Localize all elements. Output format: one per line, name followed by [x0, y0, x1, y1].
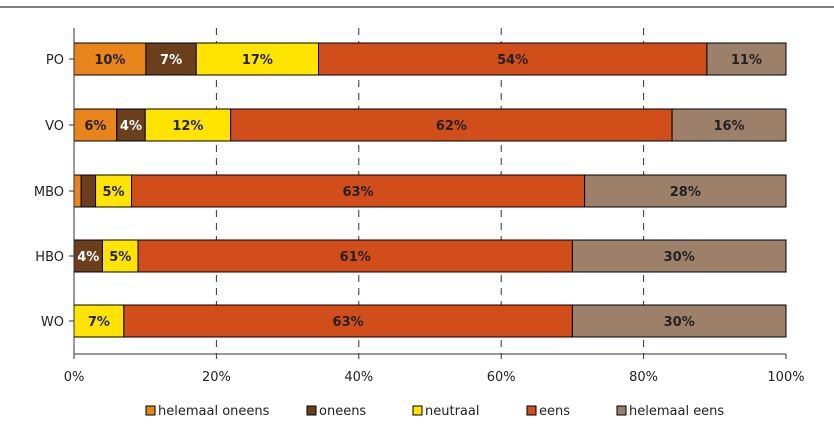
bar-segment-mbo-helemaal-oneens	[73, 174, 82, 208]
bar-segment-po-neutraal	[195, 42, 320, 76]
bar-segment-wo-eens	[123, 304, 573, 338]
data-label: 7%	[160, 53, 182, 68]
data-label: 11%	[731, 53, 762, 68]
bar-segment-po-helemaal-oneens	[73, 42, 147, 76]
category-label-hbo: HBO	[35, 250, 64, 265]
data-label: 30%	[664, 315, 695, 330]
data-label: 5%	[103, 185, 125, 200]
x-tick-label: 20%	[202, 370, 231, 385]
category-label-po: PO	[46, 53, 64, 68]
x-tick-label: 100%	[767, 370, 804, 385]
bar-segment-po-helemaal-eens	[706, 42, 787, 76]
data-label: 6%	[84, 119, 106, 134]
category-label-wo: WO	[41, 315, 64, 330]
bar-segment-po-oneens	[145, 42, 197, 76]
bar-segment-vo-neutraal	[144, 108, 232, 142]
bar-segment-hbo-eens	[137, 239, 573, 273]
x-tick-label: 60%	[487, 370, 516, 385]
legend-label-oneens: oneens	[319, 404, 366, 419]
data-label: 30%	[664, 250, 695, 265]
bar-segment-wo-helemaal-eens	[571, 304, 787, 338]
legend: helemaal oneens oneens neutraal eens helemaa…	[145, 404, 724, 419]
data-label: 4%	[77, 250, 99, 265]
bar-segment-mbo-eens	[131, 174, 586, 208]
category-label-vo: VO	[45, 119, 64, 134]
legend-swatch-oneens	[306, 405, 317, 416]
bar-segment-wo-neutraal	[73, 304, 125, 338]
legend-label-eens: eens	[539, 404, 570, 419]
data-label: 5%	[109, 250, 131, 265]
x-tick-label: 80%	[629, 370, 658, 385]
data-label: 54%	[497, 53, 528, 68]
data-label: 10%	[94, 53, 125, 68]
x-tick-label: 0%	[64, 370, 85, 385]
bar-segment-vo-eens	[230, 108, 673, 142]
bar-segment-mbo-oneens	[80, 174, 97, 208]
legend-swatch-helemaal-oneens	[145, 405, 156, 416]
data-label: 63%	[333, 315, 364, 330]
category-label-mbo: MBO	[34, 185, 64, 200]
data-label: 16%	[713, 119, 744, 134]
legend-swatch-eens	[526, 405, 537, 416]
legend-label-helemaal-eens: helemaal eens	[629, 404, 724, 419]
data-label: 63%	[343, 185, 374, 200]
bar-segment-vo-oneens	[116, 108, 146, 142]
data-label: 4%	[120, 119, 142, 134]
axes: 0% 20% 40% 60% 80% 100% PO VO MBO HBO WO	[34, 28, 805, 385]
bar-segment-vo-helemaal-eens	[671, 108, 787, 142]
bars: 10% 7% 17% 54% 11% 6% 4% 12% 62% 16% 5% 63% 28% 4% 5% 6…	[73, 42, 787, 338]
data-label: 28%	[670, 185, 701, 200]
data-label: 62%	[436, 119, 467, 134]
data-label: 7%	[88, 315, 110, 330]
data-label: 12%	[172, 119, 203, 134]
data-label: 61%	[340, 250, 371, 265]
data-label: 17%	[242, 53, 273, 68]
legend-swatch-neutraal	[412, 405, 423, 416]
bar-segment-hbo-helemaal-eens	[571, 239, 787, 273]
x-tick-label: 40%	[344, 370, 373, 385]
legend-label-neutraal: neutraal	[425, 404, 479, 419]
legend-swatch-helemaal-eens	[616, 405, 627, 416]
bar-segment-hbo-neutraal	[101, 239, 139, 273]
bar-segment-mbo-helemaal-eens	[584, 174, 787, 208]
legend-label-helemaal-oneens: helemaal oneens	[158, 404, 270, 419]
